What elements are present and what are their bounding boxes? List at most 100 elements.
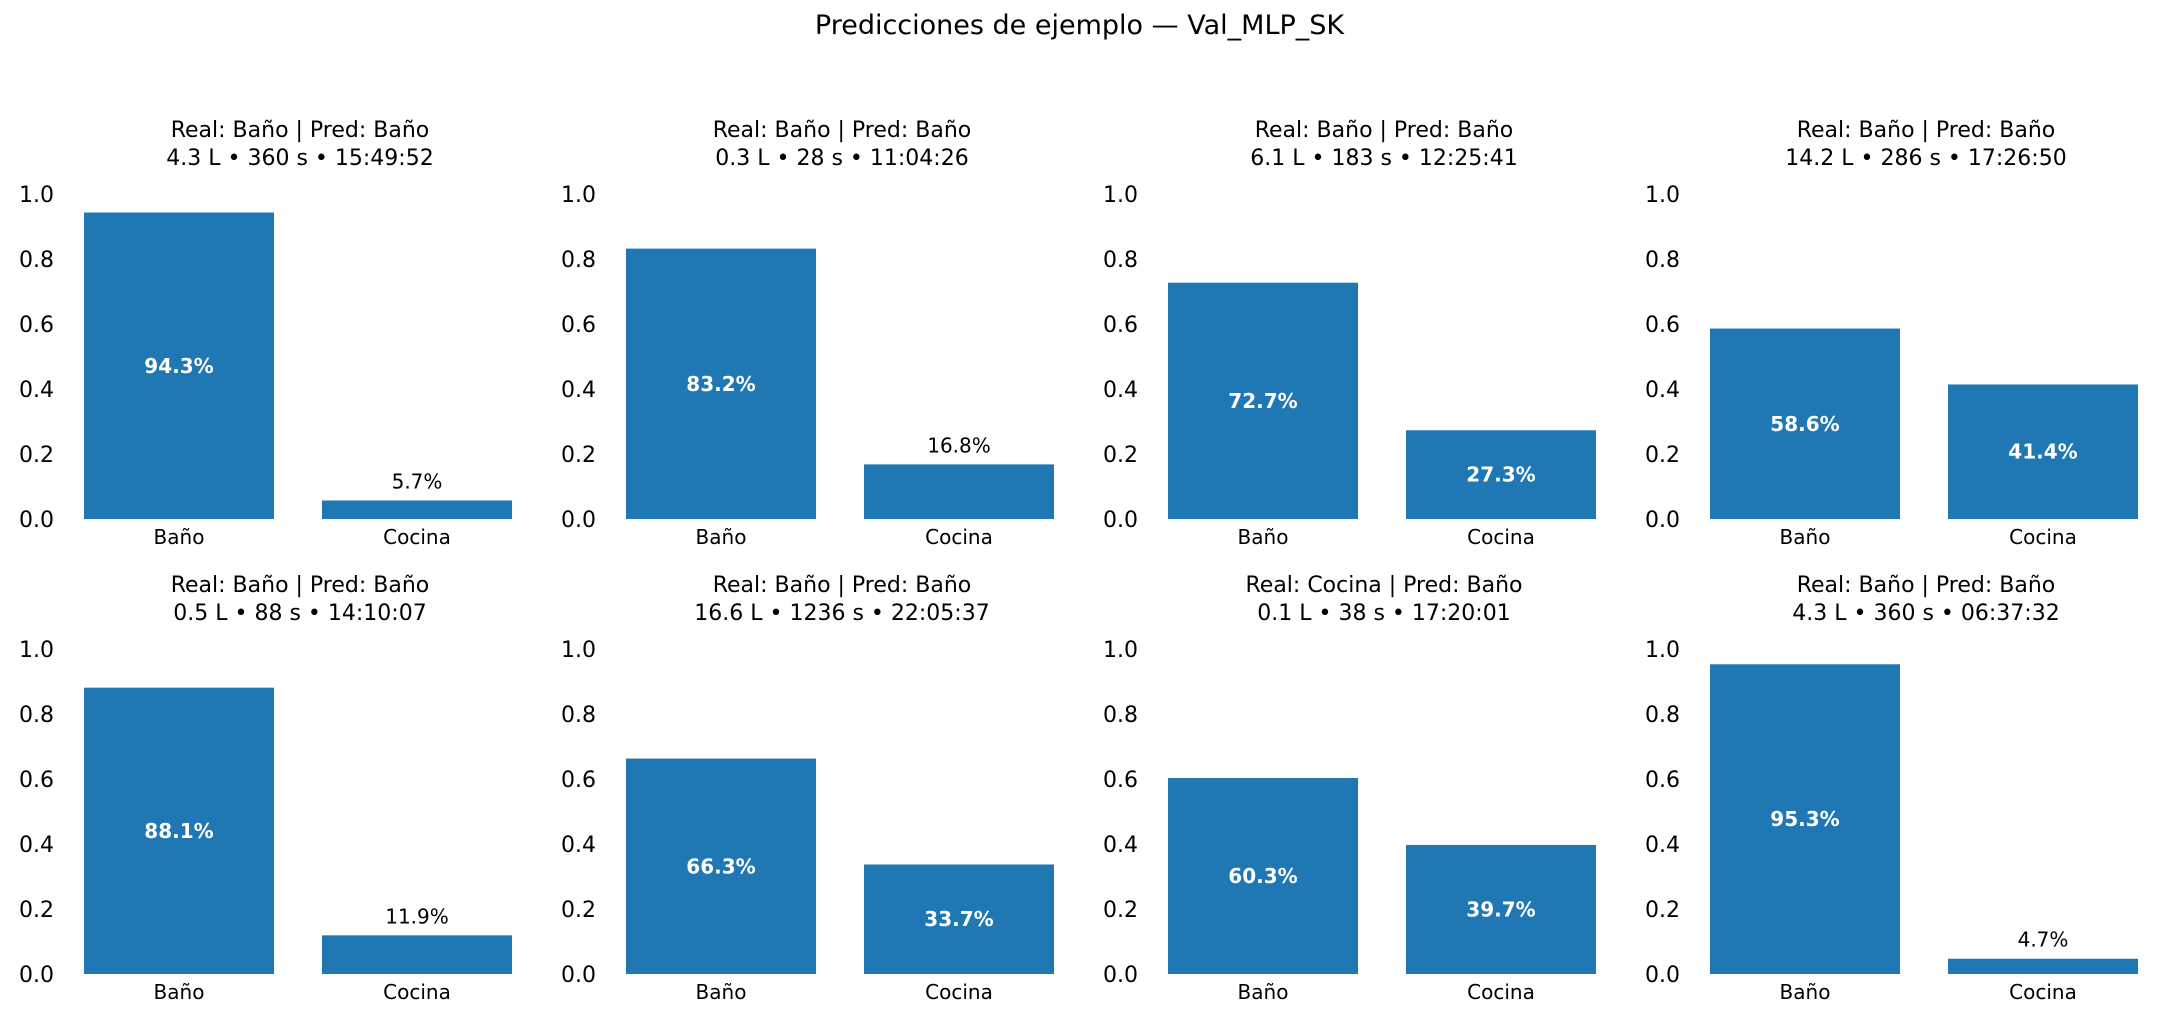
subplot-subtitle: 4.3 L • 360 s • 06:37:32 bbox=[1792, 601, 2059, 626]
bar-value-label: 27.3% bbox=[1466, 463, 1535, 487]
subplot-subtitle: 16.6 L • 1236 s • 22:05:37 bbox=[694, 601, 989, 626]
y-tick-label: 0.8 bbox=[19, 248, 54, 273]
x-tick-label: Baño bbox=[696, 525, 747, 549]
subplot-title: Real: Baño | Pred: Baño bbox=[1797, 573, 2056, 598]
x-tick-label: Cocina bbox=[925, 525, 993, 549]
x-tick-label: Cocina bbox=[2009, 980, 2077, 1004]
y-tick-label: 1.0 bbox=[561, 638, 596, 663]
y-tick-label: 0.2 bbox=[19, 898, 54, 923]
bar-bano bbox=[1168, 282, 1358, 519]
figure-title: Predicciones de ejemplo — Val_MLP_SK bbox=[814, 10, 1345, 41]
y-tick-label: 0.4 bbox=[19, 833, 54, 858]
y-tick-label: 0.0 bbox=[19, 963, 54, 988]
y-tick-label: 0.6 bbox=[1103, 768, 1138, 793]
y-tick-label: 0.8 bbox=[19, 703, 54, 728]
y-tick-label: 0.4 bbox=[561, 378, 596, 403]
x-tick-label: Cocina bbox=[2009, 525, 2077, 549]
bar-value-label: 5.7% bbox=[392, 469, 443, 493]
y-tick-label: 0.2 bbox=[561, 898, 596, 923]
y-tick-label: 0.6 bbox=[19, 313, 54, 338]
x-tick-label: Cocina bbox=[925, 980, 993, 1004]
bar-cocina bbox=[1406, 844, 1596, 974]
subplot-title: Real: Baño | Pred: Baño bbox=[171, 118, 430, 143]
bar-value-label: 41.4% bbox=[2008, 440, 2077, 464]
subplot-subtitle: 6.1 L • 183 s • 12:25:41 bbox=[1250, 146, 1517, 171]
x-tick-label: Cocina bbox=[383, 525, 451, 549]
bar-value-label: 4.7% bbox=[2018, 928, 2069, 952]
subplot-title: Real: Baño | Pred: Baño bbox=[713, 118, 972, 143]
y-tick-label: 1.0 bbox=[1645, 183, 1680, 208]
y-tick-label: 0.0 bbox=[1645, 508, 1680, 533]
x-tick-label: Baño bbox=[1780, 525, 1831, 549]
y-tick-label: 0.4 bbox=[1645, 378, 1680, 403]
y-tick-label: 0.2 bbox=[1645, 443, 1680, 468]
bar-cocina bbox=[322, 500, 512, 519]
x-tick-label: Baño bbox=[696, 980, 747, 1004]
bar-value-label: 11.9% bbox=[385, 904, 449, 928]
x-tick-label: Baño bbox=[1780, 980, 1831, 1004]
subplot-subtitle: 0.5 L • 88 s • 14:10:07 bbox=[173, 601, 426, 626]
y-tick-label: 0.0 bbox=[1103, 963, 1138, 988]
bar-value-label: 83.2% bbox=[686, 372, 755, 396]
y-tick-label: 0.2 bbox=[19, 443, 54, 468]
bar-value-label: 33.7% bbox=[924, 907, 993, 931]
bar-bano bbox=[1710, 328, 1900, 519]
y-tick-label: 0.6 bbox=[1103, 313, 1138, 338]
y-tick-label: 0.8 bbox=[1103, 248, 1138, 273]
bar-value-label: 39.7% bbox=[1466, 897, 1535, 921]
y-tick-label: 0.0 bbox=[561, 963, 596, 988]
bar-cocina bbox=[1948, 958, 2138, 974]
y-tick-label: 1.0 bbox=[1103, 183, 1138, 208]
bar-cocina bbox=[322, 935, 512, 974]
y-tick-label: 0.6 bbox=[19, 768, 54, 793]
y-tick-label: 1.0 bbox=[19, 183, 54, 208]
bar-value-label: 66.3% bbox=[686, 854, 755, 878]
bar-value-label: 72.7% bbox=[1228, 389, 1297, 413]
y-tick-label: 0.8 bbox=[561, 703, 596, 728]
bar-bano bbox=[1710, 664, 1900, 974]
x-tick-label: Cocina bbox=[1467, 980, 1535, 1004]
x-tick-label: Cocina bbox=[383, 980, 451, 1004]
y-tick-label: 0.8 bbox=[561, 248, 596, 273]
x-tick-label: Baño bbox=[154, 980, 205, 1004]
y-tick-label: 0.6 bbox=[561, 313, 596, 338]
y-tick-label: 0.2 bbox=[561, 443, 596, 468]
bar-bano bbox=[84, 212, 274, 519]
bar-bano bbox=[1168, 778, 1358, 974]
y-tick-label: 0.6 bbox=[1645, 313, 1680, 338]
bar-cocina bbox=[1406, 430, 1596, 519]
subplot-subtitle: 0.1 L • 38 s • 17:20:01 bbox=[1257, 601, 1510, 626]
bar-value-label: 95.3% bbox=[1770, 807, 1839, 831]
y-tick-label: 0.0 bbox=[1645, 963, 1680, 988]
y-tick-label: 0.4 bbox=[561, 833, 596, 858]
y-tick-label: 0.4 bbox=[19, 378, 54, 403]
y-tick-label: 0.0 bbox=[19, 508, 54, 533]
y-tick-label: 0.2 bbox=[1645, 898, 1680, 923]
bar-bano bbox=[626, 758, 816, 974]
bar-value-label: 88.1% bbox=[144, 819, 213, 843]
bar-bano bbox=[626, 248, 816, 519]
bar-value-label: 16.8% bbox=[927, 433, 991, 457]
y-tick-label: 0.0 bbox=[561, 508, 596, 533]
bar-value-label: 58.6% bbox=[1770, 412, 1839, 436]
y-tick-label: 1.0 bbox=[19, 638, 54, 663]
y-tick-label: 1.0 bbox=[1103, 638, 1138, 663]
subplot-title: Real: Baño | Pred: Baño bbox=[1797, 118, 2056, 143]
x-tick-label: Cocina bbox=[1467, 525, 1535, 549]
y-tick-label: 0.4 bbox=[1103, 833, 1138, 858]
y-tick-label: 0.4 bbox=[1103, 378, 1138, 403]
bar-value-label: 60.3% bbox=[1228, 864, 1297, 888]
bar-cocina bbox=[1948, 384, 2138, 519]
y-tick-label: 0.8 bbox=[1645, 248, 1680, 273]
subplot-title: Real: Baño | Pred: Baño bbox=[171, 573, 430, 598]
x-tick-label: Baño bbox=[1238, 525, 1289, 549]
y-tick-label: 1.0 bbox=[1645, 638, 1680, 663]
subplot-subtitle: 4.3 L • 360 s • 15:49:52 bbox=[166, 146, 433, 171]
y-tick-label: 0.0 bbox=[1103, 508, 1138, 533]
y-tick-label: 0.6 bbox=[561, 768, 596, 793]
y-tick-label: 0.8 bbox=[1103, 703, 1138, 728]
subplot-subtitle: 14.2 L • 286 s • 17:26:50 bbox=[1785, 146, 2066, 171]
subplot-title: Real: Baño | Pred: Baño bbox=[713, 573, 972, 598]
bar-cocina bbox=[864, 864, 1054, 974]
